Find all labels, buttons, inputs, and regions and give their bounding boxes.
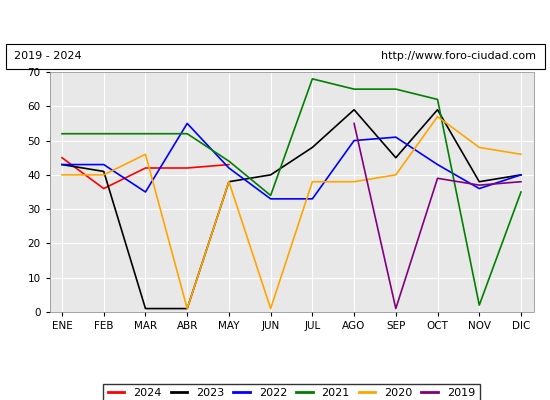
FancyBboxPatch shape (6, 44, 544, 69)
Text: 2019 - 2024: 2019 - 2024 (14, 51, 81, 61)
Text: http://www.foro-ciudad.com: http://www.foro-ciudad.com (381, 51, 536, 61)
Legend: 2024, 2023, 2022, 2021, 2020, 2019: 2024, 2023, 2022, 2021, 2020, 2019 (103, 384, 480, 400)
Text: Evolucion Nº Turistas Extranjeros en el municipio de Villar de Rena: Evolucion Nº Turistas Extranjeros en el … (31, 14, 519, 28)
